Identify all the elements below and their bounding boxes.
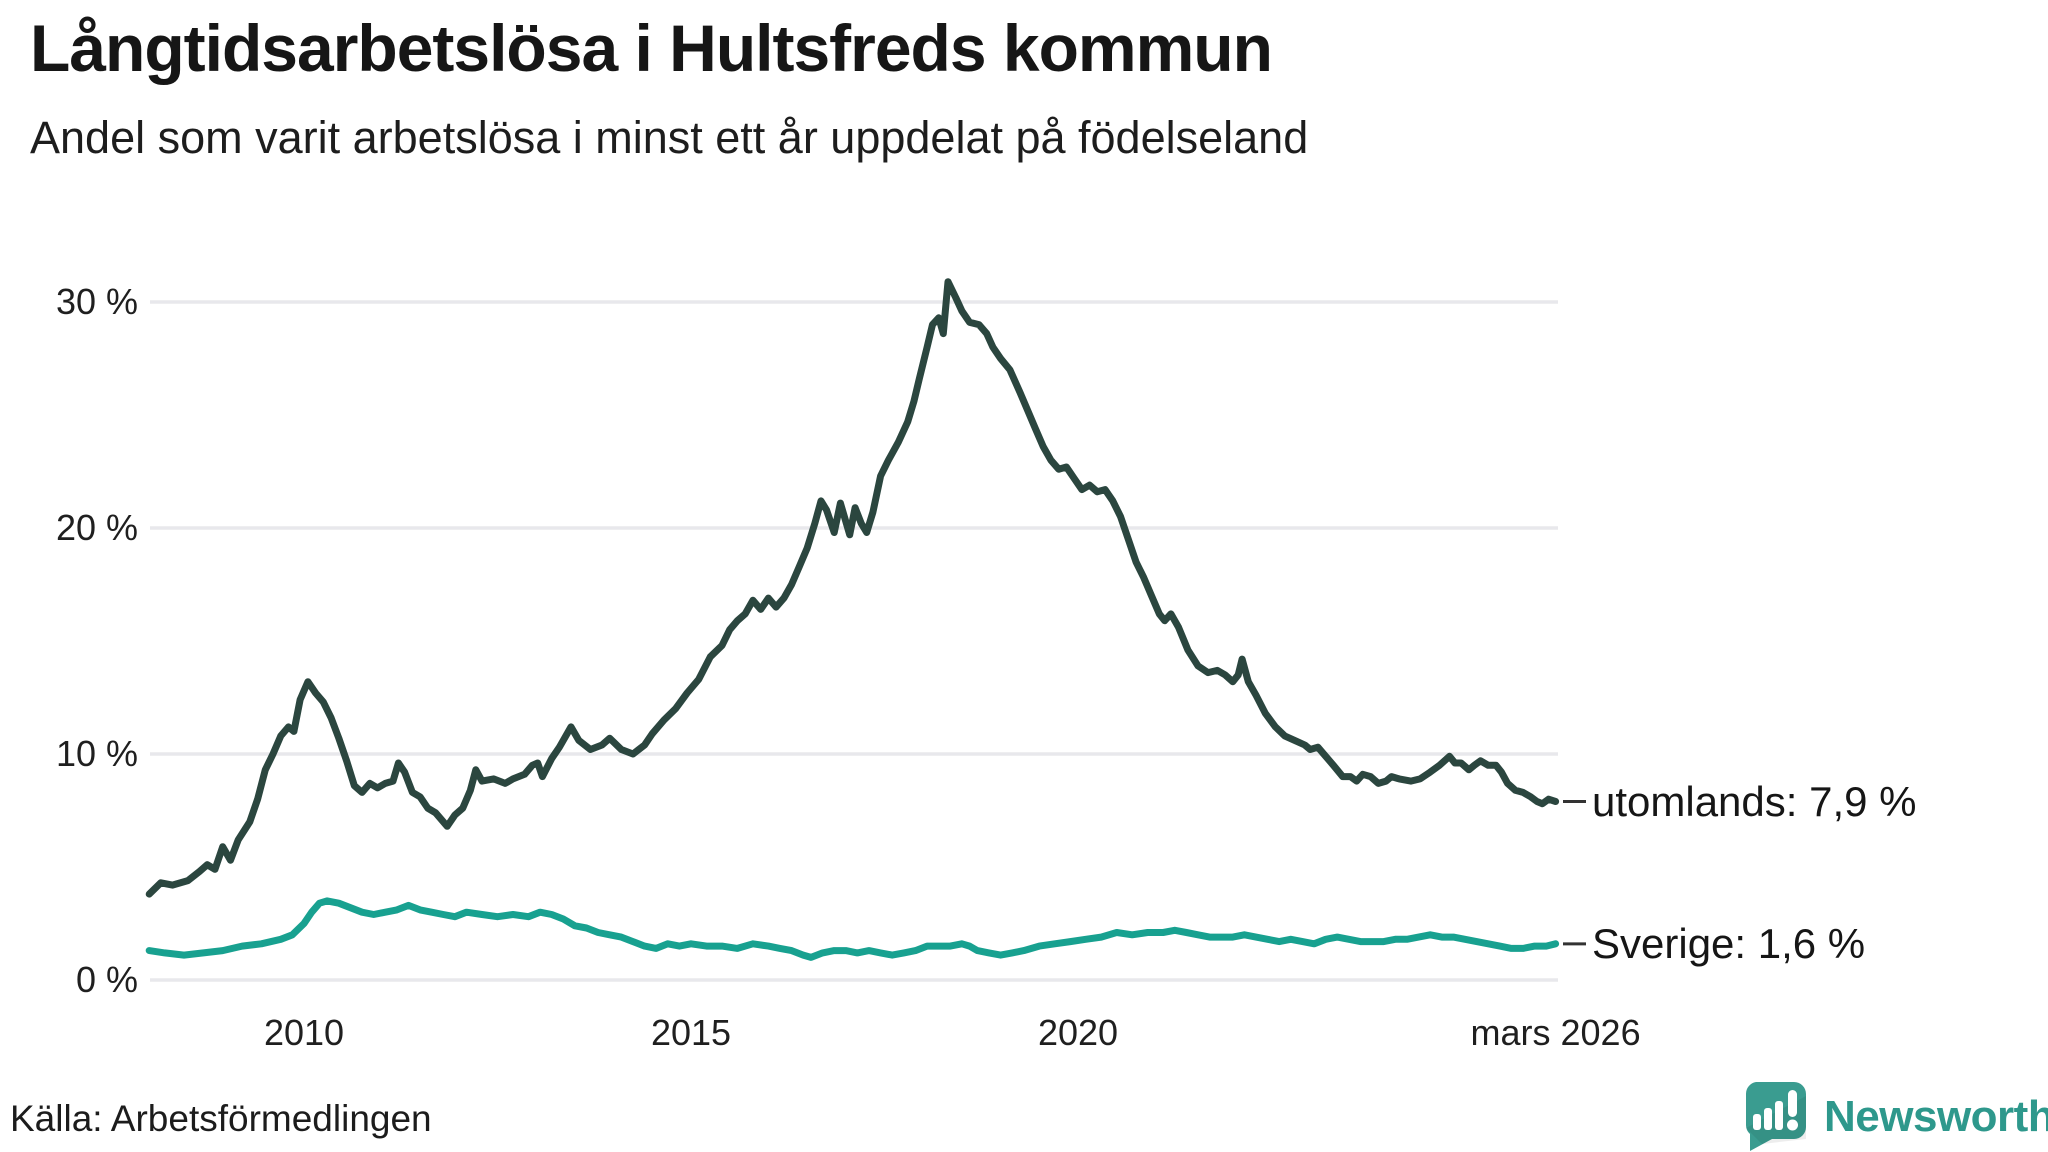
y-tick-label: 0 % xyxy=(75,959,138,1000)
source-credit: Källa: Arbetsförmedlingen xyxy=(10,1098,432,1139)
x-tick-label: 2015 xyxy=(650,1012,732,1053)
y-tick-label: 30 % xyxy=(55,281,138,322)
y-tick-label: 20 % xyxy=(55,507,138,548)
series-line-sverige xyxy=(145,897,1560,961)
x-tick-label: 2010 xyxy=(263,1012,345,1053)
newsworthy-wordmark: Newsworthy xyxy=(1824,1092,2048,1141)
page-subtitle: Andel som varit arbetslösa i minst ett å… xyxy=(30,112,1309,163)
y-tick-label: 10 % xyxy=(55,733,138,774)
series-end-label-sverige: Sverige: 1,6 % xyxy=(1592,920,1866,967)
series-line-utomlands xyxy=(145,278,1560,898)
page-title: Långtidsarbetslösa i Hultsfreds kommun xyxy=(30,11,1273,85)
x-tick-label: 2020 xyxy=(1037,1012,1119,1053)
newsworthy-logo: Newsworthy xyxy=(1742,1082,2048,1152)
series-end-label-utomlands: utomlands: 7,9 % xyxy=(1592,778,1917,825)
newsworthy-speech-bubble-icon xyxy=(1745,1082,1806,1151)
x-tick-label: mars 2026 xyxy=(1470,1012,1641,1053)
